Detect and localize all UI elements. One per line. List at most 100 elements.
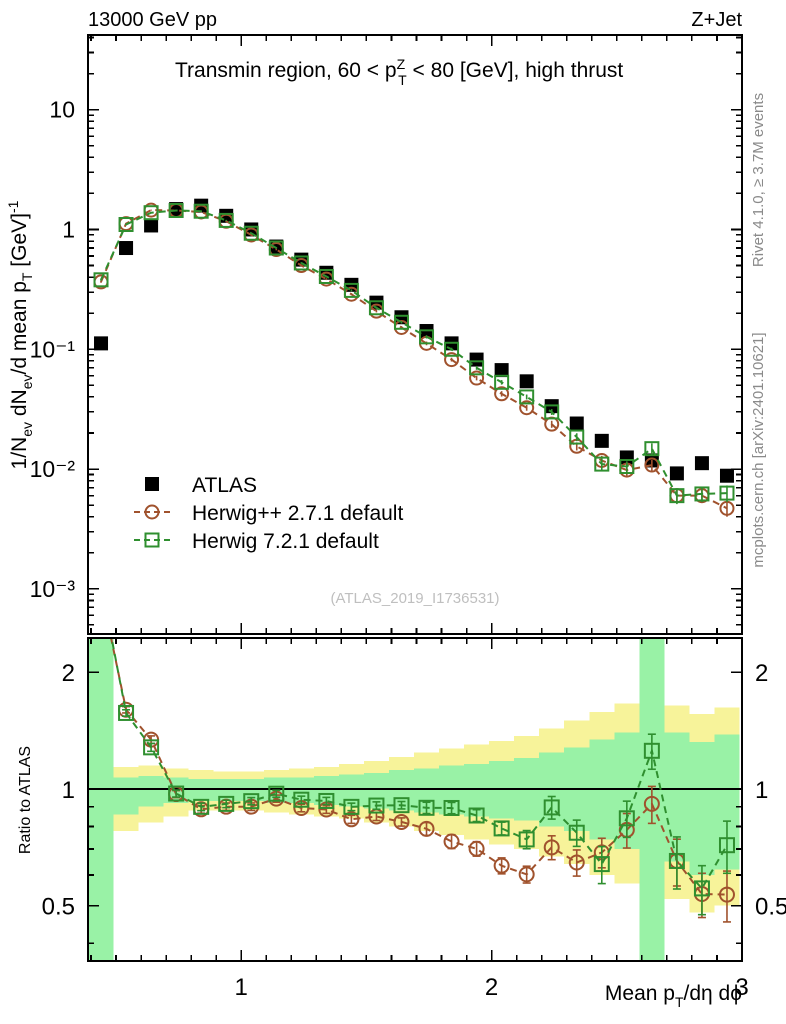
ratio-band-inner-segment [138, 775, 164, 807]
ratio-datapoint-open-circle [568, 854, 585, 871]
ratio-datapoint-open-square [493, 820, 510, 837]
datapoint-open-square [519, 389, 535, 405]
ratio-datapoint-open-square [268, 785, 285, 802]
y-axis-label: 1/Nev dNev/d mean pT [GeV]-1 [5, 200, 35, 469]
datapoint-open-square [343, 282, 359, 298]
legend[interactable]: ATLAS Herwig++ 2.7.1 default Herwig 7.2.1 … [134, 474, 403, 553]
datapoint-open-circle [644, 457, 660, 473]
datapoint-filled-square [719, 468, 734, 483]
datapoint-open-square [669, 488, 685, 504]
datapoint-open-square [368, 300, 384, 316]
ratio-datapoint-open-square [218, 795, 235, 812]
datapoint-filled-square [519, 374, 534, 389]
datapoint-open-square [118, 217, 134, 233]
datapoint-open-square [619, 459, 635, 475]
ylabel-p2: dN [8, 389, 31, 422]
x-axis-label: Mean pT/dη dϕ [605, 982, 742, 1010]
ratio-datapoint-open-square [168, 785, 185, 802]
ratio-panel-frame [87, 637, 743, 962]
ylabel-p3: /d mean p [8, 281, 31, 374]
datapoint-filled-square [469, 352, 484, 367]
ratio-datapoint-open-square [318, 792, 335, 809]
legend-entry[interactable]: Herwig 7.2.1 default [134, 530, 379, 553]
ratio-band-inner-segment [113, 777, 139, 815]
ratio-datapoint-open-square [418, 799, 435, 816]
datapoint-open-square [143, 205, 159, 221]
ratio-datapoint-open-square [143, 739, 160, 756]
ratio-datapoint-open-square [293, 791, 310, 808]
ylabel-p1: 1/N [8, 437, 31, 470]
analysis-id-watermark: (ATLAS_2019_I1736531) [330, 590, 499, 607]
ratio-panel-data [110, 639, 735, 923]
legend-entry[interactable]: ATLAS [145, 474, 257, 497]
datapoint-filled-square [569, 416, 584, 431]
ratio-datapoint-open-circle [468, 840, 485, 857]
main-panel-frame [87, 34, 743, 635]
datapoint-open-circle [519, 400, 535, 416]
datapoint-open-square [544, 404, 560, 420]
series-line-open-circle [100, 209, 728, 510]
ratio-tick-label-right: 1 [755, 777, 768, 804]
title-subscript: T [398, 72, 407, 88]
ratio-datapoint-open-square [118, 704, 135, 721]
ratio-band-inner-segment [338, 774, 364, 807]
ratio-band-inner-segment [689, 742, 715, 875]
datapoint-filled-square [119, 241, 134, 256]
datapoint-open-circle [444, 352, 460, 368]
rivet-version-text: Rivet 4.1.0, ≥ 3.7M events [750, 93, 767, 267]
plot-title: Transmin region, 60 < pZ T < 80 [GeV], hi… [175, 56, 623, 88]
ratio-datapoint-open-circle [493, 857, 510, 874]
x-tick-label: 2 [485, 974, 498, 1001]
legend-entry[interactable]: Herwig++ 2.7.1 default [134, 502, 403, 525]
ratio-datapoint-open-circle [543, 839, 560, 856]
rivet-version-label: Rivet 4.1.0, ≥ 3.7M events [750, 93, 767, 267]
y-tick-label: 10⁻³ [30, 576, 76, 602]
ylabel-sup4: -1 [5, 200, 21, 213]
datapoint-open-square [719, 485, 735, 501]
datapoint-open-square [419, 329, 435, 345]
datapoint-filled-square [594, 433, 609, 448]
datapoint-filled-square [94, 336, 109, 351]
ratio-datapoint-open-square [443, 799, 460, 816]
ratio-datapoint-open-square [343, 798, 360, 815]
ratio-tick-label: 0.5 [42, 894, 75, 921]
datapoint-open-square [293, 255, 309, 271]
datapoint-open-square [218, 212, 234, 228]
datapoint-open-square [444, 341, 460, 357]
y-tick-label: 1 [62, 216, 75, 242]
ratio-tick-label: 1 [62, 777, 75, 804]
datapoint-open-square [318, 268, 334, 284]
ratio-band-inner-segment [188, 779, 214, 802]
ratio-datapoint-open-square [643, 742, 660, 759]
datapoint-open-square [569, 429, 585, 445]
ratio-datapoint-open-square [193, 798, 210, 815]
svg-text:Transmin region, 60 < pZT < 80: Transmin region, 60 < pZ T < 80 [GeV], hi… [175, 56, 623, 88]
datapoint-open-square [644, 441, 660, 457]
ratio-datapoint-open-square [718, 837, 735, 854]
datapoint-open-square [193, 203, 209, 219]
ratio-tick-label: 2 [62, 660, 75, 687]
ratio-datapoint-open-circle [418, 820, 435, 837]
legend-marker [144, 532, 160, 548]
ratio-tick-label-right: 0.5 [755, 894, 786, 921]
title-part-a: Transmin region, 60 < p [175, 59, 397, 82]
xlabel-p2: /dη dϕ [684, 982, 742, 1005]
mcplots-link-label: mcplots.cern.ch [arXiv:2401.10621] [750, 332, 767, 567]
datapoint-open-circle [469, 370, 485, 386]
ratio-datapoint-open-square [543, 799, 560, 816]
ratio-datapoint-open-square [518, 831, 535, 848]
datapoint-filled-square [494, 363, 509, 378]
y-tick-label: 10 [49, 97, 75, 123]
ratio-datapoint-open-circle [518, 866, 535, 883]
datapoint-open-square [243, 225, 259, 241]
datapoint-filled-square [669, 466, 684, 481]
ratio-band-inner-segment [88, 638, 114, 961]
ratio-datapoint-open-square [568, 824, 585, 841]
ratio-ylabel-text: Ratio to ATLAS [17, 746, 34, 854]
ratio-tick-label-right: 2 [755, 660, 768, 687]
ylabel-sub2: ev [19, 374, 35, 389]
datapoint-filled-square [694, 456, 709, 471]
ratio-series-line [110, 639, 728, 896]
